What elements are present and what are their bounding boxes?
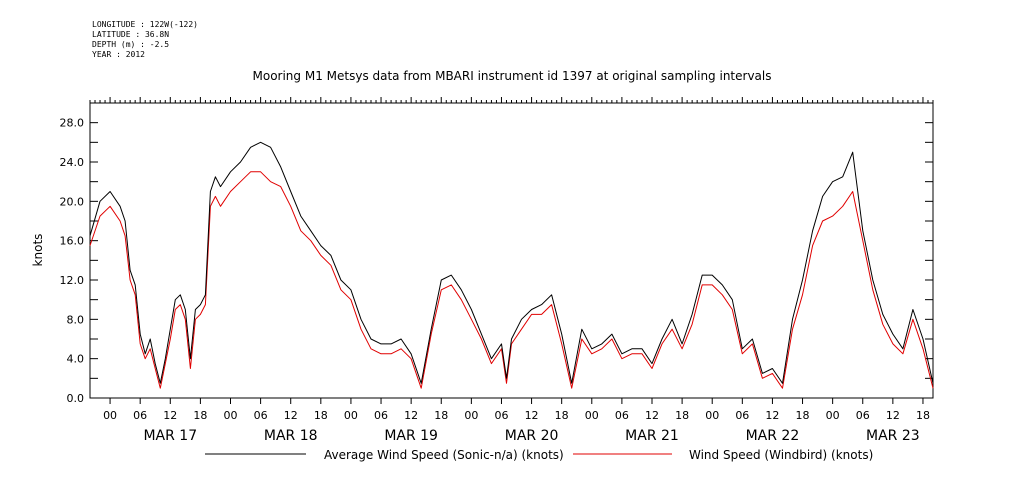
- x-hour-label: 12: [163, 409, 177, 422]
- depth-label: DEPTH (m) : -2.5: [92, 40, 170, 49]
- x-hour-label: 12: [284, 409, 298, 422]
- x-hour-label: 06: [374, 409, 388, 422]
- legend-label-sonic: Average Wind Speed (Sonic-n/a) (knots): [324, 448, 564, 462]
- x-day-label: MAR 22: [746, 428, 800, 444]
- x-hour-label: 00: [103, 409, 117, 422]
- x-hour-label: 06: [856, 409, 870, 422]
- x-hour-label: 12: [404, 409, 418, 422]
- x-hour-label: 12: [765, 409, 779, 422]
- x-day-label: MAR 20: [505, 428, 559, 444]
- x-hour-label: 00: [585, 409, 599, 422]
- y-tick-labels: 0.0 4.0 8.0 12.0 16.0 20.0 24.0 28.0: [60, 117, 85, 405]
- x-hour-label: 00: [705, 409, 719, 422]
- y-tick-label: 28.0: [60, 117, 85, 130]
- x-hour-label: 00: [464, 409, 478, 422]
- x-hour-label: 00: [224, 409, 238, 422]
- x-hour-label: 12: [645, 409, 659, 422]
- x-hour-label: 00: [344, 409, 358, 422]
- x-hour-label: 06: [254, 409, 268, 422]
- x-hour-label: 18: [314, 409, 328, 422]
- y-tick-label: 12.0: [60, 274, 85, 287]
- x-hour-label: 00: [826, 409, 840, 422]
- axis-ticks: [89, 97, 934, 404]
- series-line-windbird: [89, 171, 934, 389]
- x-hour-label: 06: [615, 409, 629, 422]
- x-day-label: MAR 23: [866, 428, 920, 444]
- x-hour-label: 12: [525, 409, 539, 422]
- x-hour-label: 06: [133, 409, 147, 422]
- x-hour-label: 18: [193, 409, 207, 422]
- longitude-label: LONGITUDE : 122W(-122): [92, 20, 198, 29]
- x-tick-labels: 00 06 12 18 MAR 17 00 06 12 18 MAR 18 00 06 12 18 MAR …: [103, 409, 930, 444]
- plot-frame: [89, 102, 934, 399]
- x-day-label: MAR 17: [143, 428, 197, 444]
- series-layer: [89, 141, 934, 389]
- x-hour-label: 18: [916, 409, 930, 422]
- y-tick-label: 24.0: [60, 156, 85, 169]
- x-hour-label: 18: [555, 409, 569, 422]
- y-tick-label: 8.0: [67, 313, 85, 326]
- x-day-label: MAR 21: [625, 428, 679, 444]
- x-hour-label: 18: [796, 409, 810, 422]
- year-label: YEAR : 2012: [92, 50, 145, 59]
- y-tick-label: 20.0: [60, 195, 85, 208]
- metadata-block: LONGITUDE : 122W(-122) LATITUDE : 36.8N …: [92, 20, 198, 60]
- series-line-sonic: [89, 141, 934, 384]
- y-tick-label: 4.0: [67, 353, 85, 366]
- x-hour-label: 18: [434, 409, 448, 422]
- latitude-label: LATITUDE : 36.8N: [92, 30, 170, 39]
- x-hour-label: 18: [675, 409, 689, 422]
- legend-label-windbird: Wind Speed (Windbird) (knots): [689, 448, 873, 462]
- x-hour-label: 12: [886, 409, 900, 422]
- x-day-label: MAR 19: [384, 428, 438, 444]
- x-day-label: MAR 18: [264, 428, 318, 444]
- y-axis-label: knots: [31, 234, 45, 267]
- x-hour-label: 06: [494, 409, 508, 422]
- y-tick-label: 0.0: [67, 392, 85, 405]
- y-tick-label: 16.0: [60, 235, 85, 248]
- legend: Average Wind Speed (Sonic-n/a) (knots) W…: [205, 448, 873, 462]
- chart-title: Mooring M1 Metsys data from MBARI instru…: [253, 69, 772, 83]
- x-hour-label: 06: [735, 409, 749, 422]
